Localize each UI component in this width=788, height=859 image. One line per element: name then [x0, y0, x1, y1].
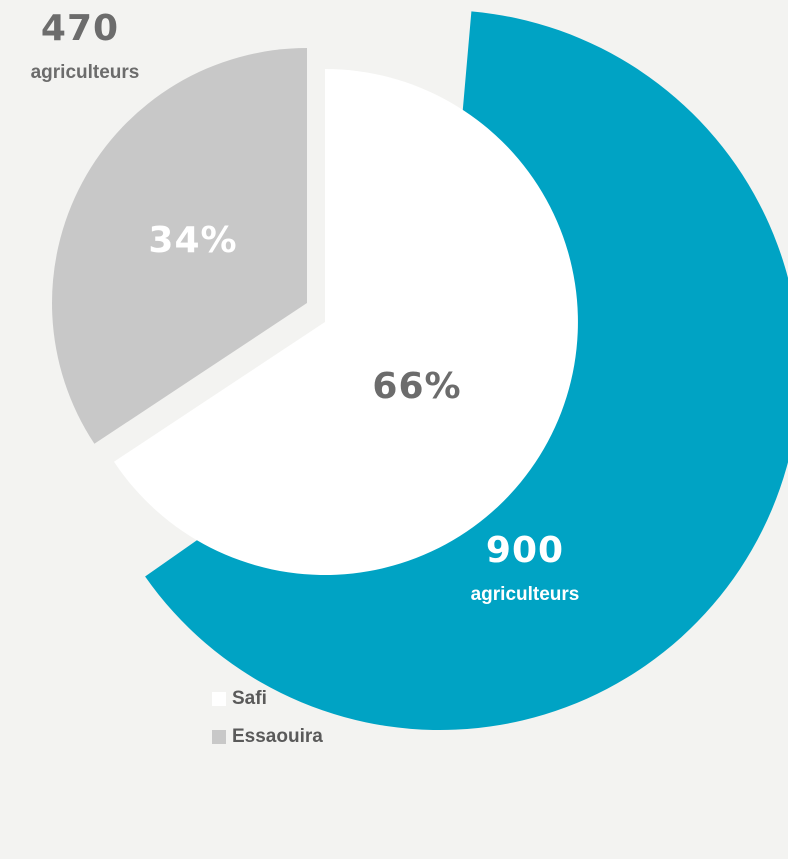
essaouira-unit-label: agriculteurs — [30, 62, 140, 83]
safi-value-label: 900 — [485, 530, 565, 571]
safi-unit-label: agriculteurs — [470, 584, 580, 605]
legend-swatch-essaouira — [212, 730, 226, 744]
essaouira-percent-label: 34% — [148, 220, 238, 261]
legend-swatch-safi — [212, 692, 226, 706]
pie-slice-essaouira — [52, 48, 307, 444]
safi-percent-label: 66% — [372, 366, 462, 407]
legend-item-safi: Safi — [212, 686, 323, 712]
pie-slice-safi — [114, 69, 578, 575]
legend-label-safi: Safi — [232, 688, 267, 709]
essaouira-value-label: 470 — [40, 8, 120, 49]
legend-label-essaouira: Essaouira — [232, 726, 323, 747]
legend-item-essaouira: Essaouira — [212, 724, 323, 750]
pie-slices — [52, 48, 578, 575]
legend: Safi Essaouira — [212, 686, 323, 762]
